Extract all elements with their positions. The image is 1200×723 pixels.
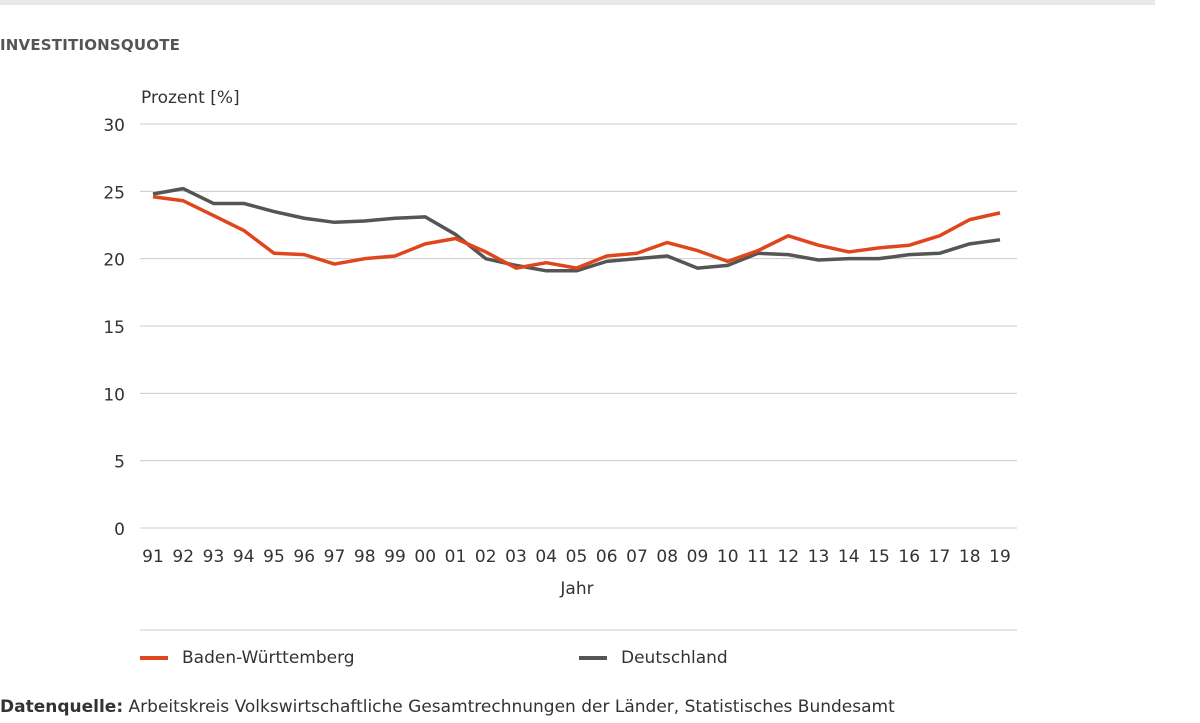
y-axis-label: Prozent [%]	[141, 88, 240, 108]
x-tick-label: 91	[142, 547, 164, 567]
legend-label: Deutschland	[621, 648, 728, 668]
x-tick-label: 17	[929, 547, 951, 567]
y-tick-label: 30	[103, 116, 125, 136]
source-text: Arbeitskreis Volkswirtschaftliche Gesamt…	[128, 697, 895, 717]
x-tick-label: 97	[324, 547, 346, 567]
x-tick-label: 01	[445, 547, 467, 567]
x-tick-label: 10	[717, 547, 739, 567]
x-tick-label: 06	[596, 547, 618, 567]
top-divider	[0, 0, 1155, 5]
data-source: Datenquelle: Arbeitskreis Volkswirtschaf…	[0, 697, 895, 717]
source-label: Datenquelle:	[0, 697, 124, 717]
x-tick-label: 92	[172, 547, 194, 567]
x-tick-label: 09	[687, 547, 709, 567]
y-tick-label: 20	[103, 251, 125, 271]
x-tick-label: 94	[233, 547, 255, 567]
legend-swatch	[140, 656, 168, 660]
x-axis-label: Jahr	[559, 579, 593, 599]
x-tick-label: 00	[414, 547, 436, 567]
x-tick-label: 98	[354, 547, 376, 567]
x-tick-label: 02	[475, 547, 497, 567]
legend-swatch	[579, 656, 607, 660]
y-tick-label: 25	[103, 183, 125, 203]
legend-item-deutschland: Deutschland	[579, 648, 728, 668]
x-tick-label: 08	[656, 547, 678, 567]
x-tick-label: 16	[898, 547, 920, 567]
x-tick-label: 11	[747, 547, 769, 567]
y-tick-label: 15	[103, 318, 125, 338]
x-tick-label: 14	[838, 547, 860, 567]
y-tick-label: 0	[114, 520, 125, 540]
x-tick-label: 07	[626, 547, 648, 567]
y-tick-label: 5	[114, 453, 125, 473]
x-tick-label: 13	[808, 547, 830, 567]
x-tick-label: 12	[777, 547, 799, 567]
x-tick-label: 93	[203, 547, 225, 567]
x-tick-label: 99	[384, 547, 406, 567]
x-tick-label: 18	[959, 547, 981, 567]
legend-label: Baden-Württemberg	[182, 648, 355, 668]
x-tick-label: 96	[293, 547, 315, 567]
x-tick-label: 95	[263, 547, 285, 567]
chart-title: INVESTITIONSQUOTE	[0, 36, 181, 54]
legend-item-baden-wuerttemberg: Baden-Württemberg	[140, 648, 355, 668]
x-tick-label: 05	[566, 547, 588, 567]
y-tick-label: 10	[103, 385, 125, 405]
x-tick-label: 03	[505, 547, 527, 567]
x-tick-label: 15	[868, 547, 890, 567]
x-tick-label: 19	[989, 547, 1011, 567]
x-tick-label: 04	[535, 547, 557, 567]
